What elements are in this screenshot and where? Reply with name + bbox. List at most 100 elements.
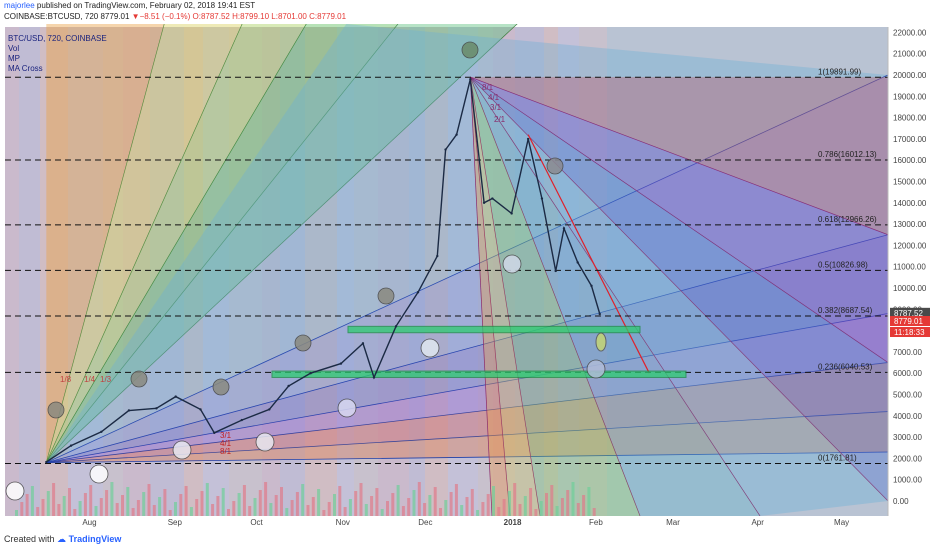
time-tick-label: Sep: [168, 518, 183, 527]
volume-bar: [46, 491, 50, 516]
ohlc-high: H:8799.10: [232, 12, 270, 21]
gann-fan-zone: [46, 313, 889, 463]
price-badge-label: 8787.52: [894, 309, 923, 318]
price-tick-label: 18000.00: [893, 114, 927, 123]
price-point: [287, 384, 290, 388]
cycle-circle-marker: [546, 157, 564, 175]
price-tick-label: 16000.00: [893, 156, 927, 165]
volume-bar: [306, 505, 310, 516]
cycle-circle-marker: [337, 398, 357, 418]
gann-fan-line: [470, 77, 641, 517]
volume-bar: [370, 496, 374, 516]
volume-bar: [264, 482, 268, 516]
price-point: [339, 362, 343, 365]
cycle-band: [337, 27, 354, 516]
publish-header: majorlee published on TradingView.com, F…: [0, 0, 932, 24]
gann-fan-line: [46, 24, 307, 463]
volume-bar: [311, 497, 315, 516]
time-tick-label: Aug: [82, 518, 96, 527]
tradingview-brand[interactable]: TradingView: [68, 534, 122, 544]
legend-item-ma-cross[interactable]: MA Cross: [8, 64, 43, 73]
fan-ratio-label: 1/3: [100, 375, 112, 384]
volume-bar: [195, 499, 199, 516]
support-zone: [347, 325, 641, 334]
volume-bar: [433, 487, 437, 516]
price-point: [540, 197, 544, 200]
volume-bar: [454, 484, 458, 516]
volume-bar: [142, 492, 146, 516]
last-price: 8779.01: [100, 12, 130, 21]
volume-bar: [497, 507, 501, 516]
fan-ratio-label: 8/1: [482, 83, 494, 92]
cycle-circle-marker: [294, 334, 312, 352]
price-point: [240, 418, 243, 422]
legend-item-mp[interactable]: MP: [8, 54, 20, 63]
chart-legend: BTC/USD, 720, COINBASE Vol MP MA Cross: [8, 34, 107, 74]
volume-bar: [380, 509, 384, 516]
symbol-label: COINBASE:BTCUSD, 720: [4, 12, 99, 21]
price-point: [268, 408, 271, 411]
volume-bar: [258, 490, 262, 516]
price-tick-label: 22000.00: [893, 28, 927, 37]
time-tick-label: Mar: [666, 518, 680, 527]
price-tick-label: 13000.00: [893, 220, 927, 229]
volume-bar: [115, 503, 119, 516]
cycle-band: [305, 27, 337, 516]
volume-bar: [560, 498, 564, 516]
cycle-circle-marker: [172, 440, 192, 460]
price-point: [69, 444, 73, 447]
time-tick-label: Feb: [589, 518, 603, 527]
volume-bar: [200, 491, 204, 516]
publish-info: published on TradingView.com, February 0…: [36, 1, 256, 10]
volume-bar: [333, 494, 336, 516]
volume-bar: [576, 503, 580, 516]
volume-bar: [327, 502, 331, 516]
volume-bar: [189, 507, 193, 516]
volume-bar: [62, 496, 66, 516]
cycle-band: [378, 27, 409, 516]
price-point: [482, 201, 486, 204]
volume-bar: [428, 495, 432, 516]
volume-bar: [396, 485, 400, 516]
cycle-band: [409, 27, 425, 516]
time-tick-label: Nov: [336, 518, 350, 527]
volume-bar: [449, 492, 453, 516]
gann-fan-line: [46, 74, 889, 464]
volume-bar: [301, 484, 305, 516]
volume-bar: [242, 485, 246, 516]
volume-bar: [36, 507, 40, 516]
volume-bar: [481, 502, 485, 516]
volume-bar: [502, 499, 506, 516]
gann-fan-line: [469, 77, 511, 517]
created-with-label: Created with: [4, 534, 55, 544]
volume-bar: [110, 482, 114, 516]
cycle-band: [103, 27, 123, 516]
price-tick-label: 5000.00: [893, 391, 922, 400]
cycle-band: [5, 27, 19, 516]
tradingview-logo-icon: ☁: [57, 534, 67, 544]
volume-bar: [168, 510, 172, 516]
fan-ratio-label: 1/4: [84, 375, 96, 384]
gann-fan-line: [46, 234, 889, 464]
price-point: [45, 460, 48, 464]
volume-bar: [295, 492, 299, 516]
author-name[interactable]: majorlee: [4, 1, 35, 10]
ohlc-open: O:8787.52: [192, 12, 230, 21]
legend-item-vol[interactable]: Vol: [8, 44, 20, 53]
volume-bar: [57, 504, 61, 516]
volume-bar: [391, 493, 395, 516]
price-point: [127, 409, 131, 412]
fib-level-label: 0.786(16012.13): [818, 150, 877, 159]
gann-fan-zone: [46, 24, 889, 463]
volume-bar: [375, 488, 379, 516]
volume-bar: [523, 496, 527, 516]
volume-bar: [550, 485, 554, 516]
price-chart[interactable]: 1(19891.99) 0.786(16012.13) 0.618(12966.26…: [0, 24, 932, 528]
volume-bar: [285, 508, 289, 516]
volume-bar: [216, 496, 220, 516]
volume-bar: [227, 509, 230, 516]
price-point: [576, 261, 579, 264]
cycle-circle-marker: [586, 359, 606, 379]
price-point: [416, 291, 420, 294]
gann-fan-zone: [470, 77, 540, 516]
